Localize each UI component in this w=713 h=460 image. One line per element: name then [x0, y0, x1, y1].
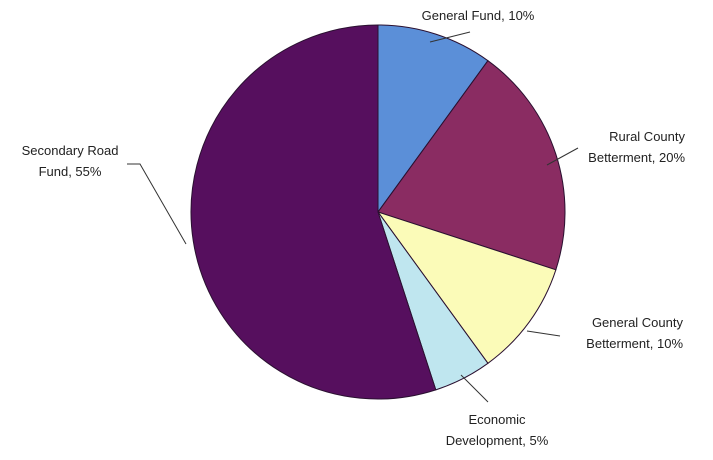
slice-label-line: Betterment, 20% [588, 150, 685, 165]
leader-lines-layer [127, 31, 579, 403]
slice-label-line: Rural County [609, 129, 685, 144]
slice-label-secondary-road-fund: Secondary Road Fund, 55% [22, 143, 119, 179]
leader-line-secondary-road-fund [127, 163, 187, 245]
slice-label-rural-county-betterment: Rural County Betterment, 20% [588, 129, 685, 165]
labels-layer: General Fund, 10% Rural County Betterment,… [22, 8, 686, 448]
slice-label-line: Secondary Road [22, 143, 119, 158]
slice-label-line: General Fund, 10% [422, 8, 535, 23]
leader-line-rural-county-betterment [546, 147, 579, 166]
leader-line-economic-development [460, 374, 489, 403]
leader-line-general-county-betterment [526, 330, 561, 337]
slice-label-general-fund: General Fund, 10% [422, 8, 535, 23]
pie-slice-general-fund [377, 24, 489, 214]
slice-label-line: General County [592, 315, 684, 330]
slice-label-line: Development, 5% [446, 433, 549, 448]
slice-label-line: Betterment, 10% [586, 336, 683, 351]
pie-slice-secondary-road-fund [190, 24, 437, 400]
slice-label-line: Economic [468, 412, 526, 427]
leader-line-general-fund [429, 31, 471, 43]
slices-layer [190, 24, 566, 400]
slice-label-general-county-betterment: General County Betterment, 10% [586, 315, 683, 351]
pie-slice-rural-county-betterment [377, 60, 566, 271]
pie-slice-general-county-betterment [376, 211, 557, 364]
slice-label-line: Fund, 55% [39, 164, 102, 179]
slice-label-economic-development: Economic Development, 5% [446, 412, 549, 448]
